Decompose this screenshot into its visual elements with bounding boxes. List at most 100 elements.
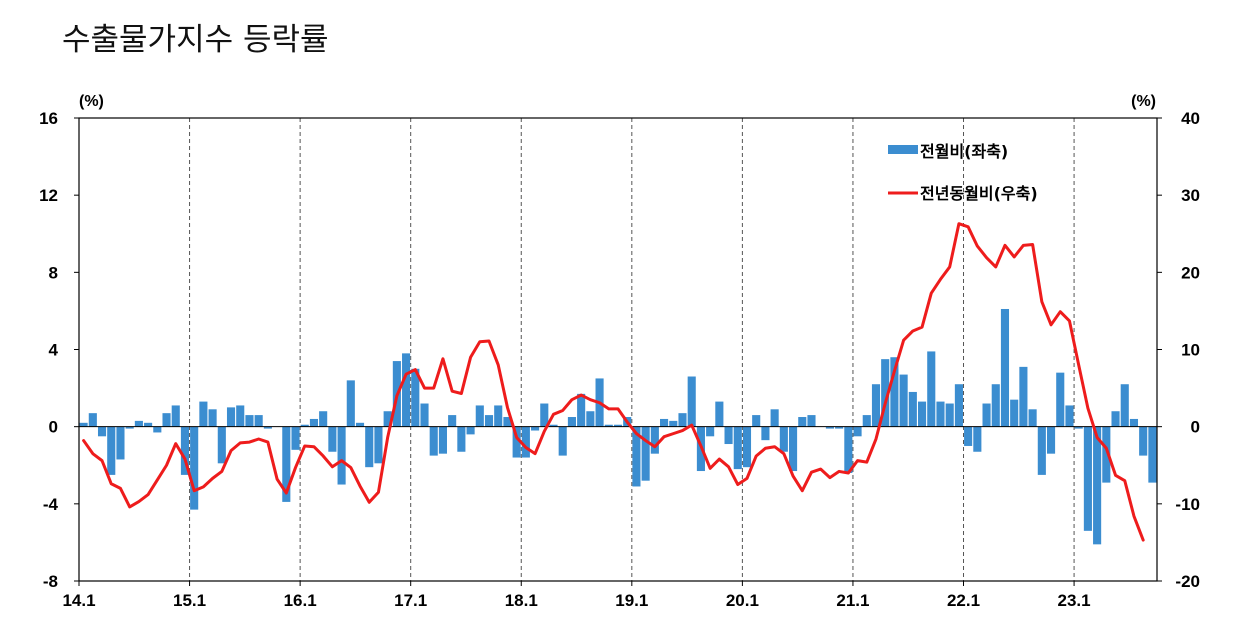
bar (945, 403, 954, 427)
bar (917, 401, 927, 427)
bar (715, 401, 724, 427)
bar (448, 415, 457, 427)
bar (300, 424, 309, 427)
bar (641, 426, 650, 481)
bar (429, 426, 438, 456)
bar (466, 426, 475, 435)
bar (1102, 426, 1111, 483)
bar (355, 422, 365, 427)
bar-series (79, 308, 1157, 545)
left-tick-label: 8 (49, 263, 58, 282)
bar (263, 426, 272, 429)
bar (475, 405, 484, 427)
bar (411, 368, 420, 427)
bar (650, 426, 659, 454)
bar (890, 357, 899, 427)
left-tick-label: 12 (39, 186, 58, 205)
bar (825, 426, 834, 429)
bar (798, 417, 807, 427)
bar (1074, 426, 1083, 429)
bar (88, 413, 97, 427)
bar (871, 384, 881, 427)
bar (1129, 418, 1139, 427)
bar (1148, 426, 1157, 483)
bar (706, 426, 715, 437)
bar (881, 359, 890, 427)
bar (309, 418, 319, 427)
bar (457, 426, 466, 452)
right-tick-label: 0 (1191, 418, 1200, 437)
bar (678, 413, 687, 427)
bar (208, 409, 217, 427)
bar (1065, 405, 1074, 427)
left-tick-label: 16 (39, 109, 58, 128)
bar (770, 409, 779, 427)
gridlines (189, 118, 1075, 581)
right-tick-label: -20 (1175, 572, 1200, 591)
bar (964, 426, 973, 446)
bar (973, 426, 982, 452)
bar (107, 426, 116, 475)
bar (742, 426, 752, 468)
bar (604, 424, 613, 427)
bar (365, 426, 374, 468)
bar (328, 426, 337, 452)
bar (97, 426, 107, 437)
bar (761, 426, 770, 441)
bar (319, 411, 328, 427)
bar (190, 426, 199, 510)
x-tick-label: 19.1 (615, 591, 648, 610)
line-series (82, 222, 1145, 542)
bar (844, 426, 853, 473)
bar (835, 426, 844, 429)
bar (687, 376, 696, 427)
bar (79, 422, 88, 427)
right-tick-label: -10 (1175, 495, 1200, 514)
bar (346, 380, 355, 427)
bar (217, 426, 226, 464)
right-tick-label: 40 (1181, 109, 1200, 128)
bar (521, 426, 530, 458)
bar (153, 426, 162, 433)
bar (733, 426, 742, 470)
bar (494, 405, 503, 427)
bar (936, 401, 945, 427)
bar (125, 426, 134, 429)
bar (577, 393, 586, 427)
bar (862, 415, 871, 427)
bar (908, 391, 917, 427)
bar (1056, 372, 1065, 427)
x-tick-label: 16.1 (284, 591, 317, 610)
bar (236, 405, 245, 427)
bar (586, 411, 595, 427)
bar (724, 426, 733, 445)
bar (991, 384, 1000, 427)
left-tick-label: -8 (43, 572, 58, 591)
bar (245, 415, 254, 427)
bar (632, 426, 641, 487)
x-tick-label: 15.1 (173, 591, 206, 610)
axes: 14.1 15.1 16.1 17.1 18.1 19.1 20.1 21.1 22.1 23.1… (39, 109, 1200, 610)
legend-bar-swatch (888, 145, 918, 154)
bar (1010, 399, 1019, 427)
bar (669, 420, 678, 427)
bar (116, 426, 125, 460)
left-tick-label: 4 (49, 341, 59, 360)
bar (660, 418, 669, 427)
bar (613, 424, 623, 427)
left-axis-unit: (%) (79, 93, 104, 110)
bar (420, 403, 429, 427)
right-tick-label: 10 (1181, 341, 1200, 360)
bar (383, 411, 392, 427)
bar (549, 424, 558, 427)
chart-title: 수출물가지수 등락률 (62, 22, 329, 58)
bar (789, 426, 798, 472)
bar (982, 403, 991, 427)
bar (807, 415, 816, 427)
bar (171, 405, 180, 427)
bar (899, 374, 908, 427)
right-axis-unit: (%) (1131, 93, 1156, 110)
bar (531, 426, 540, 431)
bar (558, 426, 567, 456)
legend-bar-label: 전월비(좌축) (920, 142, 1008, 161)
